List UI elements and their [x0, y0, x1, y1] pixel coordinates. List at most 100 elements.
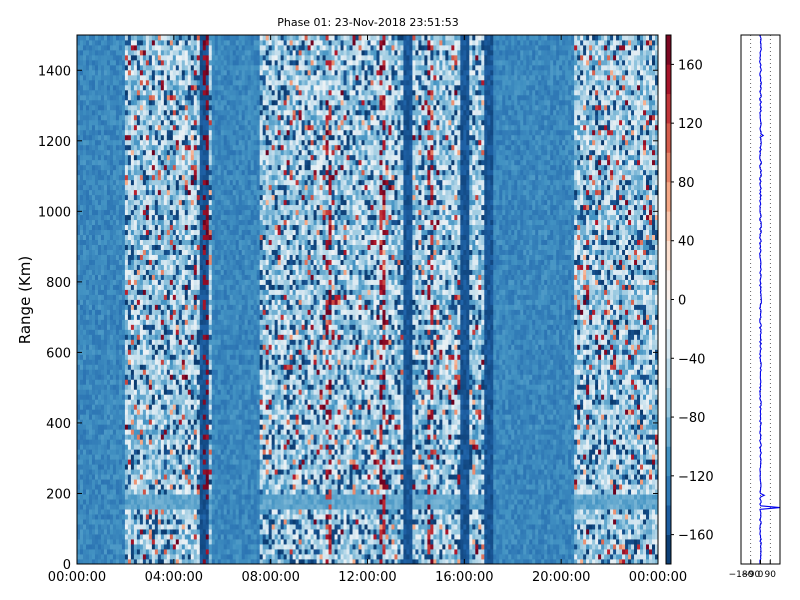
heatmap-cell	[88, 374, 93, 380]
heatmap-cell	[127, 124, 132, 131]
heatmap-cell	[172, 539, 177, 545]
heatmap-cell	[82, 494, 87, 500]
heatmap-cell	[166, 489, 171, 495]
heatmap-cell	[121, 559, 126, 565]
heatmap-cell	[139, 289, 144, 295]
heatmap-cell	[184, 484, 189, 490]
heatmap-cell	[91, 39, 96, 46]
heatmap-cell	[94, 294, 99, 300]
heatmap-cell	[130, 394, 135, 400]
heatmap-cell	[127, 214, 132, 221]
heatmap-cell	[196, 134, 201, 141]
heatmap-cell	[112, 504, 117, 510]
heatmap-cell	[88, 469, 93, 475]
heatmap-cell	[121, 149, 126, 156]
heatmap-cell	[85, 229, 90, 236]
heatmap-cell	[109, 424, 114, 430]
heatmap-cell	[151, 494, 156, 500]
heatmap-cell	[106, 109, 111, 116]
heatmap-cell	[181, 179, 186, 186]
heatmap-cell	[103, 174, 108, 181]
heatmap-cell	[196, 174, 201, 181]
heatmap-cell	[190, 349, 195, 355]
heatmap-cell	[202, 49, 207, 56]
heatmap-cell	[79, 254, 84, 260]
heatmap-cell	[151, 94, 156, 101]
heatmap-cell	[136, 544, 141, 550]
heatmap-cell	[145, 259, 150, 265]
heatmap-cell	[214, 339, 219, 345]
heatmap-cell	[112, 189, 117, 196]
heatmap-cell	[172, 234, 177, 241]
heatmap-cell	[82, 419, 87, 425]
heatmap-cell	[166, 239, 171, 245]
heatmap-cell	[211, 189, 216, 196]
heatmap-cell	[190, 274, 195, 280]
heatmap-cell	[106, 424, 111, 430]
heatmap-cell	[178, 199, 183, 206]
heatmap-cell	[139, 64, 144, 71]
heatmap-cell	[202, 309, 207, 315]
heatmap-cell	[94, 64, 99, 71]
heatmap-cell	[199, 149, 204, 156]
heatmap-cell	[172, 514, 177, 520]
heatmap-cell	[178, 499, 183, 505]
heatmap-cell	[151, 114, 156, 121]
heatmap-cell	[82, 284, 87, 290]
heatmap-cell	[211, 314, 216, 320]
heatmap-cell	[124, 209, 129, 216]
heatmap-cell	[130, 529, 135, 535]
heatmap-cell	[181, 199, 186, 206]
heatmap-cell	[97, 139, 102, 146]
heatmap-cell	[151, 214, 156, 221]
heatmap-cell	[115, 229, 120, 236]
heatmap-cell	[190, 539, 195, 545]
heatmap-cell	[157, 314, 162, 320]
heatmap-cell	[169, 489, 174, 495]
heatmap-cell	[202, 139, 207, 146]
heatmap-cell	[115, 114, 120, 121]
heatmap-cell	[184, 154, 189, 161]
heatmap-cell	[181, 274, 186, 280]
heatmap-cell	[151, 484, 156, 490]
heatmap-cell	[100, 39, 105, 46]
heatmap-cell	[100, 289, 105, 295]
heatmap-cell	[145, 354, 150, 360]
heatmap-cell	[94, 449, 99, 455]
heatmap-cell	[145, 534, 150, 540]
heatmap-cell	[208, 434, 213, 440]
heatmap-cell	[214, 79, 219, 86]
heatmap-cell	[172, 139, 177, 146]
heatmap-cell	[127, 544, 132, 550]
heatmap-cell	[100, 79, 105, 86]
heatmap-cell	[181, 44, 186, 51]
heatmap-cell	[136, 304, 141, 310]
heatmap-cell	[202, 244, 207, 250]
heatmap-cell	[202, 524, 207, 530]
heatmap-cell	[196, 44, 201, 51]
heatmap-cell	[133, 259, 138, 265]
heatmap-cell	[130, 354, 135, 360]
heatmap-cell	[94, 289, 99, 295]
heatmap-cell	[79, 319, 84, 325]
heatmap-cell	[169, 159, 174, 166]
heatmap-cell	[154, 369, 159, 375]
heatmap-cell	[85, 94, 90, 101]
heatmap-cell	[211, 35, 216, 41]
heatmap-cell	[214, 124, 219, 131]
heatmap-cell	[133, 74, 138, 81]
heatmap-cell	[130, 199, 135, 206]
heatmap-cell	[118, 79, 123, 86]
heatmap-cell	[112, 154, 117, 161]
heatmap-cell	[160, 234, 165, 241]
heatmap-cell	[211, 234, 216, 241]
heatmap-cell	[187, 109, 192, 116]
heatmap-cell	[157, 49, 162, 56]
heatmap-cell	[184, 414, 189, 420]
heatmap-cell	[163, 559, 168, 565]
heatmap-cell	[145, 174, 150, 181]
heatmap-cell	[106, 539, 111, 545]
heatmap-cell	[115, 79, 120, 86]
heatmap-cell	[91, 139, 96, 146]
heatmap-cell	[202, 194, 207, 201]
